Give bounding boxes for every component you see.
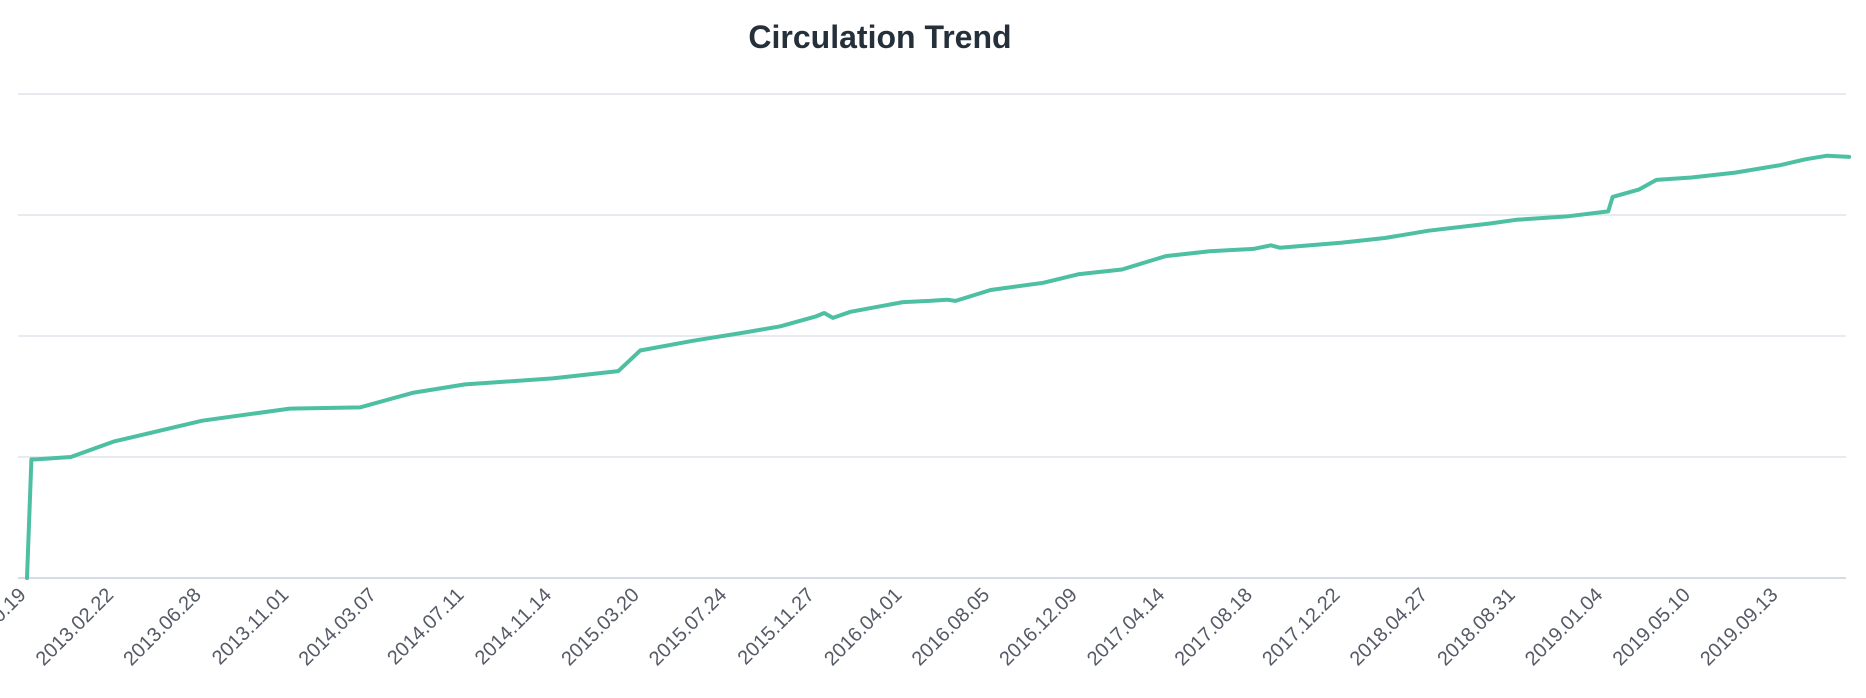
x-tick-label: 2014.11.14 [471,584,556,669]
x-tick-label: 2015.03.20 [557,584,643,670]
x-tick-label: 2017.04.14 [1083,584,1169,670]
x-tick-label: 2019.01.04 [1521,584,1607,670]
x-tick-label: 2016.08.05 [908,584,994,670]
x-tick-label: 2013.06.28 [119,584,205,670]
x-tick-label: 2019.09.13 [1696,584,1782,670]
x-tick-label: 2017.08.18 [1171,584,1257,670]
x-tick-label: 2018.04.27 [1346,584,1432,670]
series-layer [25,153,1852,580]
x-tick-label: 2018.08.31 [1433,584,1519,670]
chart-title: Circulation Trend [748,19,1011,55]
series-line-circulation [25,153,1852,580]
x-tick-label: 2013.02.22 [32,584,118,670]
x-tick-label: 2016.12.09 [995,584,1081,670]
x-tick-label: 2014.07.11 [383,584,468,669]
x-tick-label: 2014.03.07 [295,584,381,670]
x-tick-labels: 2012.10.19 2013.02.22 2013.06.28 2013.11.01… [0,584,1783,670]
x-tick-label: 2016.04.01 [820,584,906,670]
x-tick-label: 2015.07.24 [645,584,731,670]
x-tick-label: 2012.10.19 [0,584,31,670]
x-tick-label: 2017.12.22 [1258,584,1344,670]
x-tick-label: 2013.11.01 [208,584,293,669]
grid-lines [18,93,1846,458]
x-tick-label: 2015.11.27 [734,584,819,669]
x-tick-label: 2019.05.10 [1609,584,1695,670]
